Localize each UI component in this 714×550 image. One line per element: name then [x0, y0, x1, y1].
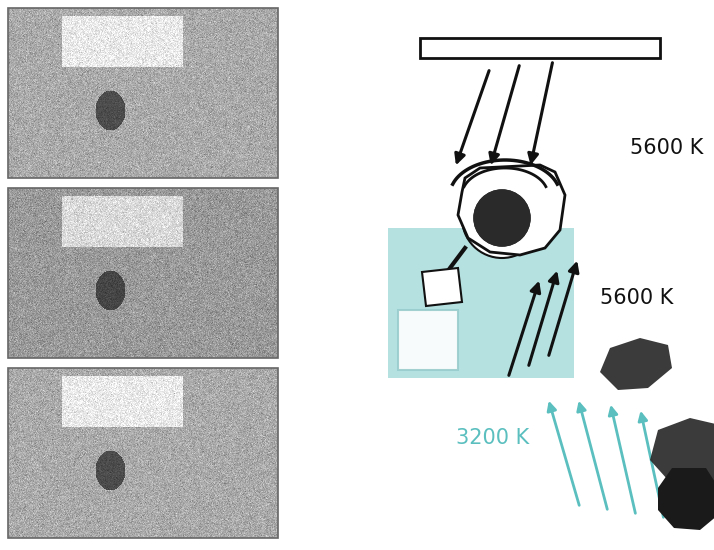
- Bar: [420, 38, 660, 58]
- Polygon shape: [650, 418, 714, 490]
- Text: 5600 K: 5600 K: [600, 288, 673, 308]
- Polygon shape: [600, 338, 672, 390]
- Circle shape: [474, 190, 530, 246]
- Bar: [388, 228, 574, 378]
- Polygon shape: [422, 268, 462, 306]
- Text: 5600 K: 5600 K: [630, 138, 703, 158]
- Bar: [8, 368, 278, 538]
- Circle shape: [462, 178, 542, 258]
- Polygon shape: [658, 468, 714, 530]
- Polygon shape: [458, 165, 565, 255]
- Circle shape: [474, 190, 530, 246]
- Bar: [8, 8, 278, 178]
- Bar: [398, 310, 458, 370]
- Bar: [8, 188, 278, 358]
- Text: 3200 K: 3200 K: [456, 428, 529, 448]
